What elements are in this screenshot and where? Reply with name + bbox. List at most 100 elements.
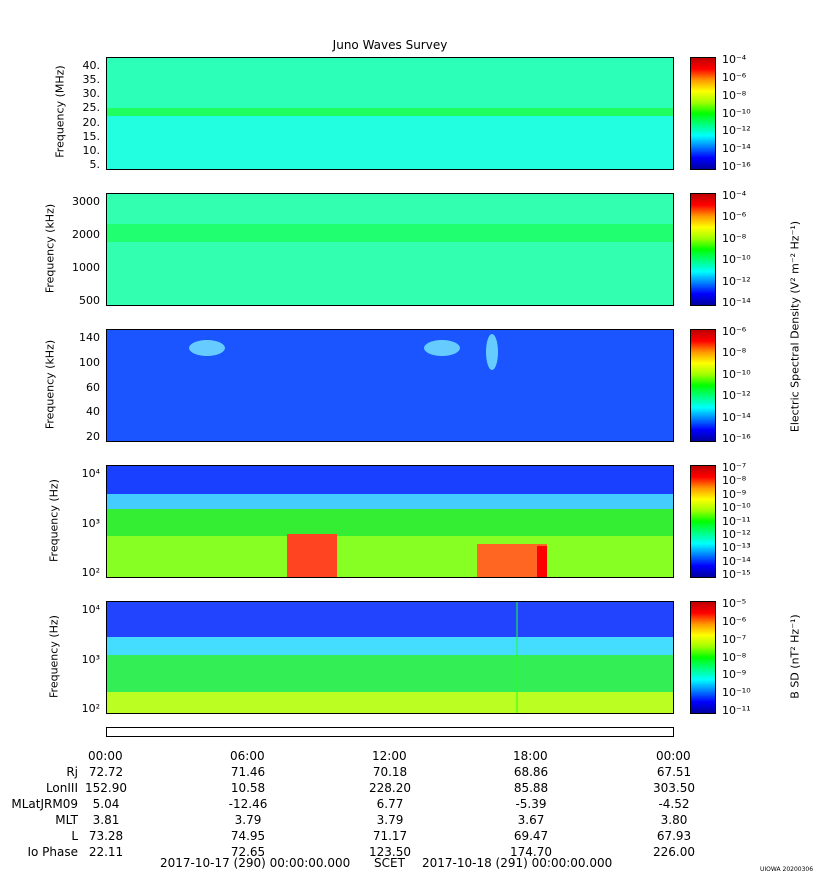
ephemeris-value: 71.17 (372, 829, 408, 843)
ephemeris-value: 68.86 (513, 765, 549, 779)
colorbar-tick-label: 10⁻¹³ (722, 541, 751, 555)
ephemeris-value: 152.90 (85, 781, 127, 795)
colorbar-tick-label: 10⁻⁸ (722, 346, 747, 360)
ephemeris-value: 74.95 (230, 829, 266, 843)
ephemeris-value: 3.80 (660, 813, 688, 827)
colorbar-tick-label: 10⁻¹⁶ (722, 160, 751, 173)
colorbar-tick-label: 10⁻¹⁰ (722, 686, 751, 700)
ephemeris-value: 303.50 (653, 781, 695, 795)
colorbar-5 (690, 601, 716, 714)
ephemeris-value: 73.28 (88, 829, 124, 843)
ephemeris-value: 3.79 (376, 813, 404, 827)
xtick-2: 12:00 (372, 749, 407, 763)
ytick-label: 10. (82, 143, 101, 157)
ephemeris-value: 22.11 (88, 845, 124, 859)
colorbar-tick-label: 10⁻⁴ (722, 53, 747, 66)
spectrogram-panel-khz-high (106, 193, 674, 306)
ytick-label: 10⁴ (81, 603, 100, 616)
spectrogram-panel-hz-b (106, 601, 674, 714)
ytick-label: 10⁴ (81, 467, 100, 480)
footer-start: 2017-10-17 (290) 00:00:00.000 (160, 856, 351, 870)
ytick-label: 60 (86, 380, 100, 394)
ylabel-panel-3: Frequency (kHz) (43, 339, 57, 430)
ephemeris-value: 174.70 (510, 845, 552, 859)
colorbar-tick-label: 10⁻⁶ (722, 70, 747, 84)
ephemeris-value: 10.58 (230, 781, 266, 795)
ephemeris-value: 6.77 (376, 797, 404, 811)
colorbar-tick-label: 10⁻⁸ (722, 88, 747, 102)
ylabel-panel-4: Frequency (Hz) (47, 479, 61, 562)
spectrogram-panel-hz-e (106, 465, 674, 578)
xtick-1: 06:00 (230, 749, 265, 763)
ephemeris-value: -5.39 (515, 797, 547, 811)
colorbar-tick-label: 10⁻¹⁶ (722, 432, 751, 445)
ytick-label: 500 (79, 294, 100, 307)
spectrogram-panel-khz-low (106, 329, 674, 442)
colorbar-tick-label: 10⁻¹⁰ (722, 501, 751, 515)
ephemeris-value: 72.65 (230, 845, 266, 859)
colorbar-tick-label: 10⁻⁷ (722, 461, 747, 474)
xtick-4: 00:00 (656, 749, 691, 763)
ytick-label: 40 (86, 405, 100, 419)
ephemeris-value: 228.20 (369, 781, 411, 795)
colorbar-tick-label: 10⁻¹¹ (722, 704, 751, 717)
colorbar-tick-label: 10⁻¹⁰ (722, 253, 751, 267)
ytick-label: 10² (81, 702, 100, 715)
ephemeris-label: MLatJRM09 (11, 797, 78, 811)
colorbar-tick-label: 10⁻¹² (722, 527, 751, 541)
spectrogram-panel-mhz (106, 57, 674, 170)
xtick-3: 18:00 (513, 749, 548, 763)
ytick-label: 15. (82, 129, 101, 143)
colorbar-tick-label: 10⁻⁷ (722, 632, 747, 646)
version-stamp: UIOWA 20200306 (760, 866, 814, 873)
colorbar-tick-label: 10⁻¹⁰ (722, 367, 751, 381)
ephemeris-label: LonIII (45, 781, 78, 795)
colorbar-tick-label: 10⁻¹⁴ (722, 296, 751, 309)
ephemeris-value: 70.18 (372, 765, 408, 779)
ylabel-panel-5: Frequency (Hz) (47, 615, 61, 698)
colorbar-tick-label: 10⁻¹⁴ (722, 410, 751, 424)
ytick-label: 140 (79, 331, 100, 344)
colorbar-3 (690, 329, 716, 442)
colorbar-tick-label: 10⁻¹⁵ (722, 568, 751, 581)
ephemeris-value: 123.50 (369, 845, 411, 859)
footer-scet: SCET (374, 856, 405, 870)
ytick-label: 10³ (81, 516, 100, 530)
colorbar-tick-label: 10⁻⁶ (722, 210, 747, 224)
ephemeris-label: Io Phase (27, 845, 78, 859)
time-strip (106, 727, 674, 737)
colorbar-tick-label: 10⁻⁵ (722, 597, 747, 610)
ytick-label: 40. (82, 59, 101, 72)
footer-end: 2017-10-18 (291) 00:00:00.000 (422, 856, 613, 870)
ephemeris-value: 226.00 (653, 845, 695, 859)
ephemeris-value: 67.51 (656, 765, 692, 779)
colorbar-tick-label: 10⁻¹² (722, 274, 751, 288)
colorbar-1 (690, 57, 716, 170)
ephemeris-value: 85.88 (513, 781, 549, 795)
ytick-label: 10³ (81, 652, 100, 666)
ytick-label: 35. (82, 73, 101, 87)
colorbar-4 (690, 465, 716, 578)
ytick-label: 20. (82, 115, 101, 129)
colorbar-2 (690, 193, 716, 306)
colorbar-tick-label: 10⁻⁹ (722, 668, 747, 682)
colorbar-tick-label: 10⁻⁸ (722, 231, 747, 245)
ephemeris-value: 5.04 (92, 797, 120, 811)
colorbar-tick-label: 10⁻¹⁴ (722, 142, 751, 156)
ephemeris-value: 71.46 (230, 765, 266, 779)
colorbar-tick-label: 10⁻¹² (722, 124, 751, 138)
electric-density-label: Electric Spectral Density (V² m⁻² Hz⁻¹) (788, 220, 802, 433)
colorbar-tick-label: 10⁻¹⁴ (722, 554, 751, 568)
ephemeris-value: 3.79 (234, 813, 262, 827)
ephemeris-label: L (71, 829, 78, 843)
colorbar-tick-label: 10⁻¹¹ (722, 514, 751, 528)
colorbar-tick-label: 10⁻⁶ (722, 325, 747, 338)
ephemeris-value: 72.72 (88, 765, 124, 779)
colorbar-tick-label: 10⁻⁸ (722, 474, 747, 488)
chart-title: Juno Waves Survey (332, 38, 448, 52)
ephemeris-label: MLT (55, 813, 78, 827)
colorbar-tick-label: 10⁻⁸ (722, 650, 747, 664)
xtick-0: 00:00 (88, 749, 123, 763)
colorbar-tick-label: 10⁻⁹ (722, 487, 747, 501)
ephemeris-value: 67.93 (656, 829, 692, 843)
